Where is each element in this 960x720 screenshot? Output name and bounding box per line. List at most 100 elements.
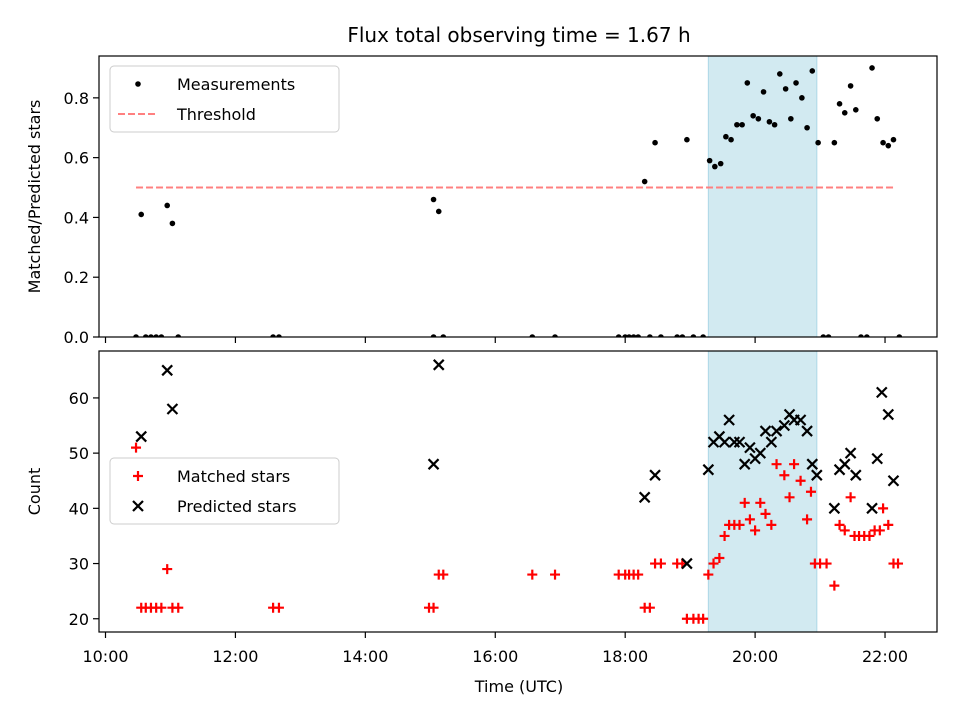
y-tick-label: 40 xyxy=(69,499,89,518)
measurement-point xyxy=(771,121,778,128)
predicted-stars-point xyxy=(871,452,884,465)
x-tick-label: 22:00 xyxy=(862,647,908,666)
y-tick-label: 30 xyxy=(69,555,89,574)
observing-window-shade xyxy=(707,55,818,338)
measurement-point xyxy=(658,334,664,337)
predicted-stars-point xyxy=(638,491,651,504)
matched-stars-point xyxy=(550,569,561,580)
matched-stars-point xyxy=(784,492,795,503)
matched-stars-point xyxy=(893,558,904,569)
matched-stars-point xyxy=(438,569,449,580)
measurement-point xyxy=(430,196,437,203)
matched-stars-point xyxy=(708,558,719,569)
measurement-point xyxy=(723,133,729,140)
y-tick-label: 0.2 xyxy=(64,268,89,287)
predicted-stars-point xyxy=(828,502,841,515)
y-tick-label: 0.0 xyxy=(64,328,89,347)
measurement-point xyxy=(734,121,740,128)
predicted-stars-point xyxy=(738,458,751,470)
matched-stars-point xyxy=(744,514,755,525)
measurement-point xyxy=(896,334,903,337)
predicted-stars-point xyxy=(649,469,661,481)
matched-stars-point xyxy=(779,470,790,481)
y-tick-label: 0.8 xyxy=(64,89,89,108)
predicted-stars-point xyxy=(811,469,823,481)
measurement-point xyxy=(700,334,706,337)
measurement-point xyxy=(825,334,832,337)
matched-stars-point xyxy=(719,530,730,541)
y-tick-label: 0.4 xyxy=(64,208,89,227)
measurement-point xyxy=(744,80,751,86)
measurement-point xyxy=(430,334,437,337)
matched-stars-point xyxy=(874,525,885,536)
measurement-point xyxy=(529,334,536,337)
measurement-point xyxy=(158,334,165,337)
y-tick-label: 20 xyxy=(69,610,89,629)
predicted-stars-point xyxy=(432,359,445,371)
measurement-point xyxy=(148,334,154,337)
measurement-point xyxy=(809,68,816,74)
measurement-point xyxy=(635,334,641,337)
matched-stars-point xyxy=(633,569,644,580)
measurement-point xyxy=(164,202,171,209)
bottom-panel: 20 30 40 50 60 10:00 12:00 14:00 16:00 18:00 20:00… xyxy=(25,350,938,666)
predicted-stars-point xyxy=(778,419,791,432)
matched-stars-point xyxy=(739,497,750,508)
matched-stars-point xyxy=(703,569,714,580)
measurement-point xyxy=(706,157,713,164)
legend-marker-dot xyxy=(135,81,141,87)
measurement-point xyxy=(630,334,637,337)
x-tick-label: 16:00 xyxy=(472,647,518,666)
predicted-stars-point xyxy=(744,441,756,454)
markers xyxy=(133,65,903,337)
matched-stars-point xyxy=(766,519,777,530)
matched-stars-point xyxy=(834,519,845,530)
measurement-point xyxy=(652,139,658,146)
axes-frame xyxy=(98,350,938,633)
matched-stars-point xyxy=(771,459,782,470)
y-tick-label: 60 xyxy=(69,389,89,408)
markers xyxy=(131,359,904,624)
measurement-point xyxy=(552,334,558,337)
matched-stars-point xyxy=(527,569,538,580)
measurement-point xyxy=(880,139,886,146)
measurement-point xyxy=(852,107,859,113)
predicted-stars-point xyxy=(427,458,440,470)
measurement-point xyxy=(270,334,276,337)
measurement-point xyxy=(641,178,648,185)
measurement-point xyxy=(739,121,745,128)
measurement-point xyxy=(175,334,182,337)
measurement-point xyxy=(169,220,176,227)
measurement-point xyxy=(690,334,697,337)
measurement-point xyxy=(776,71,783,77)
matched-stars-point xyxy=(789,459,800,470)
legend-label: Threshold xyxy=(176,105,256,124)
predicted-stars-point xyxy=(866,502,878,515)
measurement-point xyxy=(831,139,838,146)
predicted-stars-point xyxy=(135,430,148,443)
measurement-point xyxy=(684,136,690,143)
matched-stars-point xyxy=(878,503,889,514)
measurement-point xyxy=(885,142,892,149)
predicted-stars-point xyxy=(733,436,746,448)
measurement-point xyxy=(799,95,805,101)
matched-stars-point xyxy=(714,553,725,564)
matched-stars-point xyxy=(131,442,142,453)
matched-stars-point xyxy=(655,558,666,569)
measurement-point xyxy=(864,334,870,337)
chart-title: Flux total observing time = 1.67 h xyxy=(347,23,690,47)
measurement-point xyxy=(728,136,734,143)
measurement-point xyxy=(674,334,680,337)
measurement-point xyxy=(793,80,799,86)
matched-stars-point xyxy=(795,475,806,486)
predicted-stars-point xyxy=(844,447,857,459)
predicted-stars-point xyxy=(754,447,767,459)
predicted-stars-point xyxy=(882,408,895,421)
measurement-point xyxy=(788,115,794,122)
predicted-stars-point xyxy=(718,436,731,448)
x-tick-label: 12:00 xyxy=(212,647,258,666)
measurement-point xyxy=(841,109,848,116)
measurement-point xyxy=(804,124,810,131)
matched-stars-point xyxy=(428,602,439,613)
